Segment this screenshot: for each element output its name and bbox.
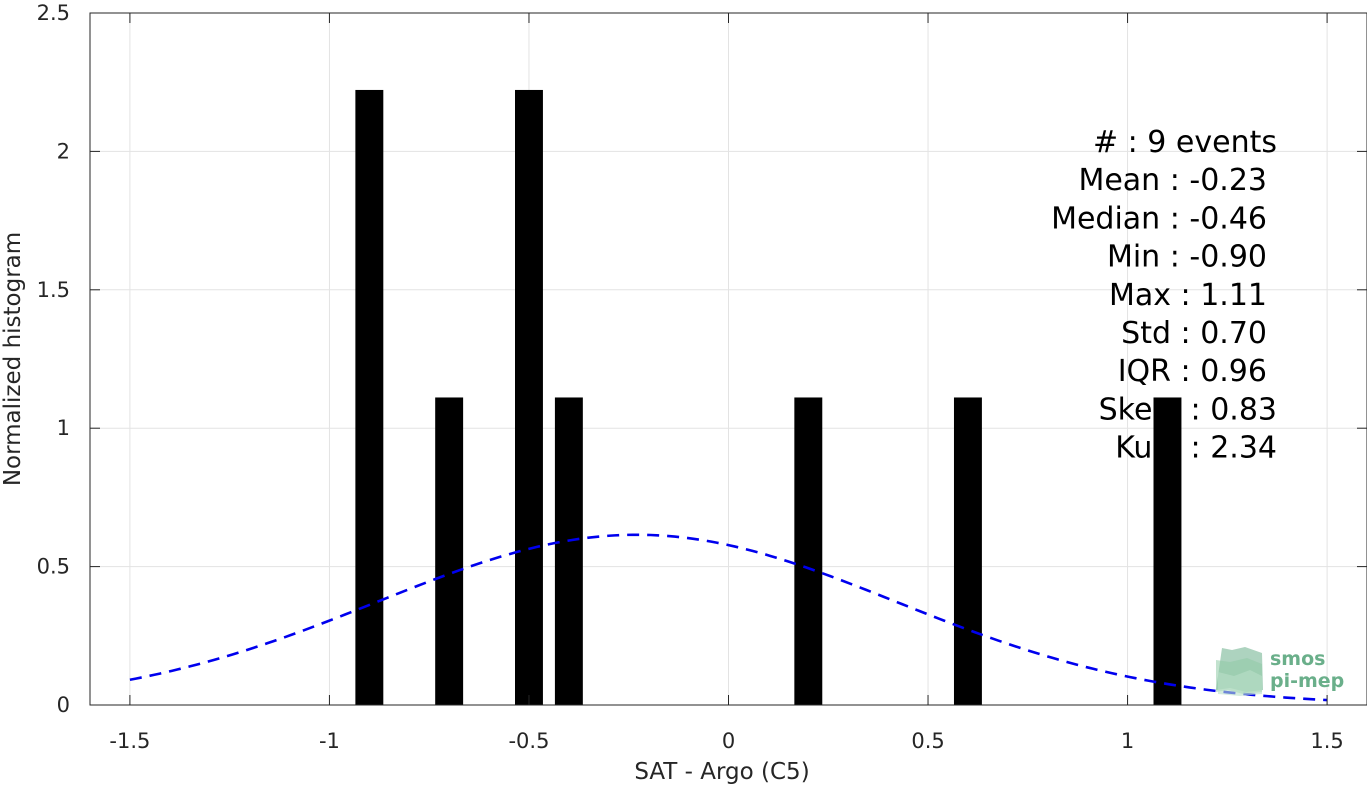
x-tick-label-4: 0.5 xyxy=(911,729,944,753)
normal-fit-curve xyxy=(129,533,1328,702)
x-tick-label-1: -1 xyxy=(319,729,340,753)
histogram-bars xyxy=(355,89,1182,706)
histogram-bar-0 xyxy=(355,89,384,706)
stat-line-7: Ske... : 0.83 xyxy=(1099,392,1277,427)
x-tick-label-0: -1.5 xyxy=(109,729,150,753)
histogram-bar-5 xyxy=(953,397,982,705)
y-tick-label-0: 0 xyxy=(57,693,70,717)
histogram-bar-4 xyxy=(794,397,823,705)
logo-mark-icon xyxy=(1216,647,1263,696)
x-tick-label-3: 0 xyxy=(722,729,735,753)
stat-line-4: Max : 1.11 xyxy=(1109,278,1267,313)
histogram-bar-2 xyxy=(515,89,543,706)
logo-line-1: smos xyxy=(1270,648,1325,670)
y-tick-label-1: 0.5 xyxy=(37,555,70,579)
y-tick-labels: 0 0.5 1 1.5 2 2.5 xyxy=(37,1,70,717)
histogram-bar-6 xyxy=(1153,397,1182,705)
stat-line-0: # : 9 events xyxy=(1093,125,1277,160)
y-tick-label-2: 1 xyxy=(57,416,70,440)
x-tick-labels: -1.5 -1 -0.5 0 0.5 1 1.5 xyxy=(109,729,1343,753)
stat-line-1: Mean : -0.23 xyxy=(1078,163,1267,198)
x-tick-label-6: 1.5 xyxy=(1310,729,1343,753)
smos-pi-mep-logo: smos pi-mep xyxy=(1216,647,1344,696)
stat-line-5: Std : 0.70 xyxy=(1121,316,1267,351)
stat-line-3: Min : -0.90 xyxy=(1107,240,1267,275)
y-tick-label-5: 2.5 xyxy=(37,1,70,25)
y-tick-label-3: 1.5 xyxy=(37,278,70,302)
histogram-bar-1 xyxy=(435,397,464,705)
y-axis-label: Normalized histogram xyxy=(0,232,26,486)
y-tick-label-4: 2 xyxy=(57,139,70,163)
x-axis-label: SAT - Argo (C5) xyxy=(634,759,809,785)
stat-line-6: IQR : 0.96 xyxy=(1118,354,1267,389)
axis-ticks xyxy=(90,12,1367,706)
stat-line-2: Median : -0.46 xyxy=(1051,201,1267,236)
stat-line-8: Ku... : 2.34 xyxy=(1115,431,1277,466)
x-tick-label-2: -0.5 xyxy=(508,729,549,753)
histogram-bar-3 xyxy=(554,397,583,705)
x-tick-label-5: 1 xyxy=(1121,729,1134,753)
logo-line-2: pi-mep xyxy=(1270,670,1344,692)
